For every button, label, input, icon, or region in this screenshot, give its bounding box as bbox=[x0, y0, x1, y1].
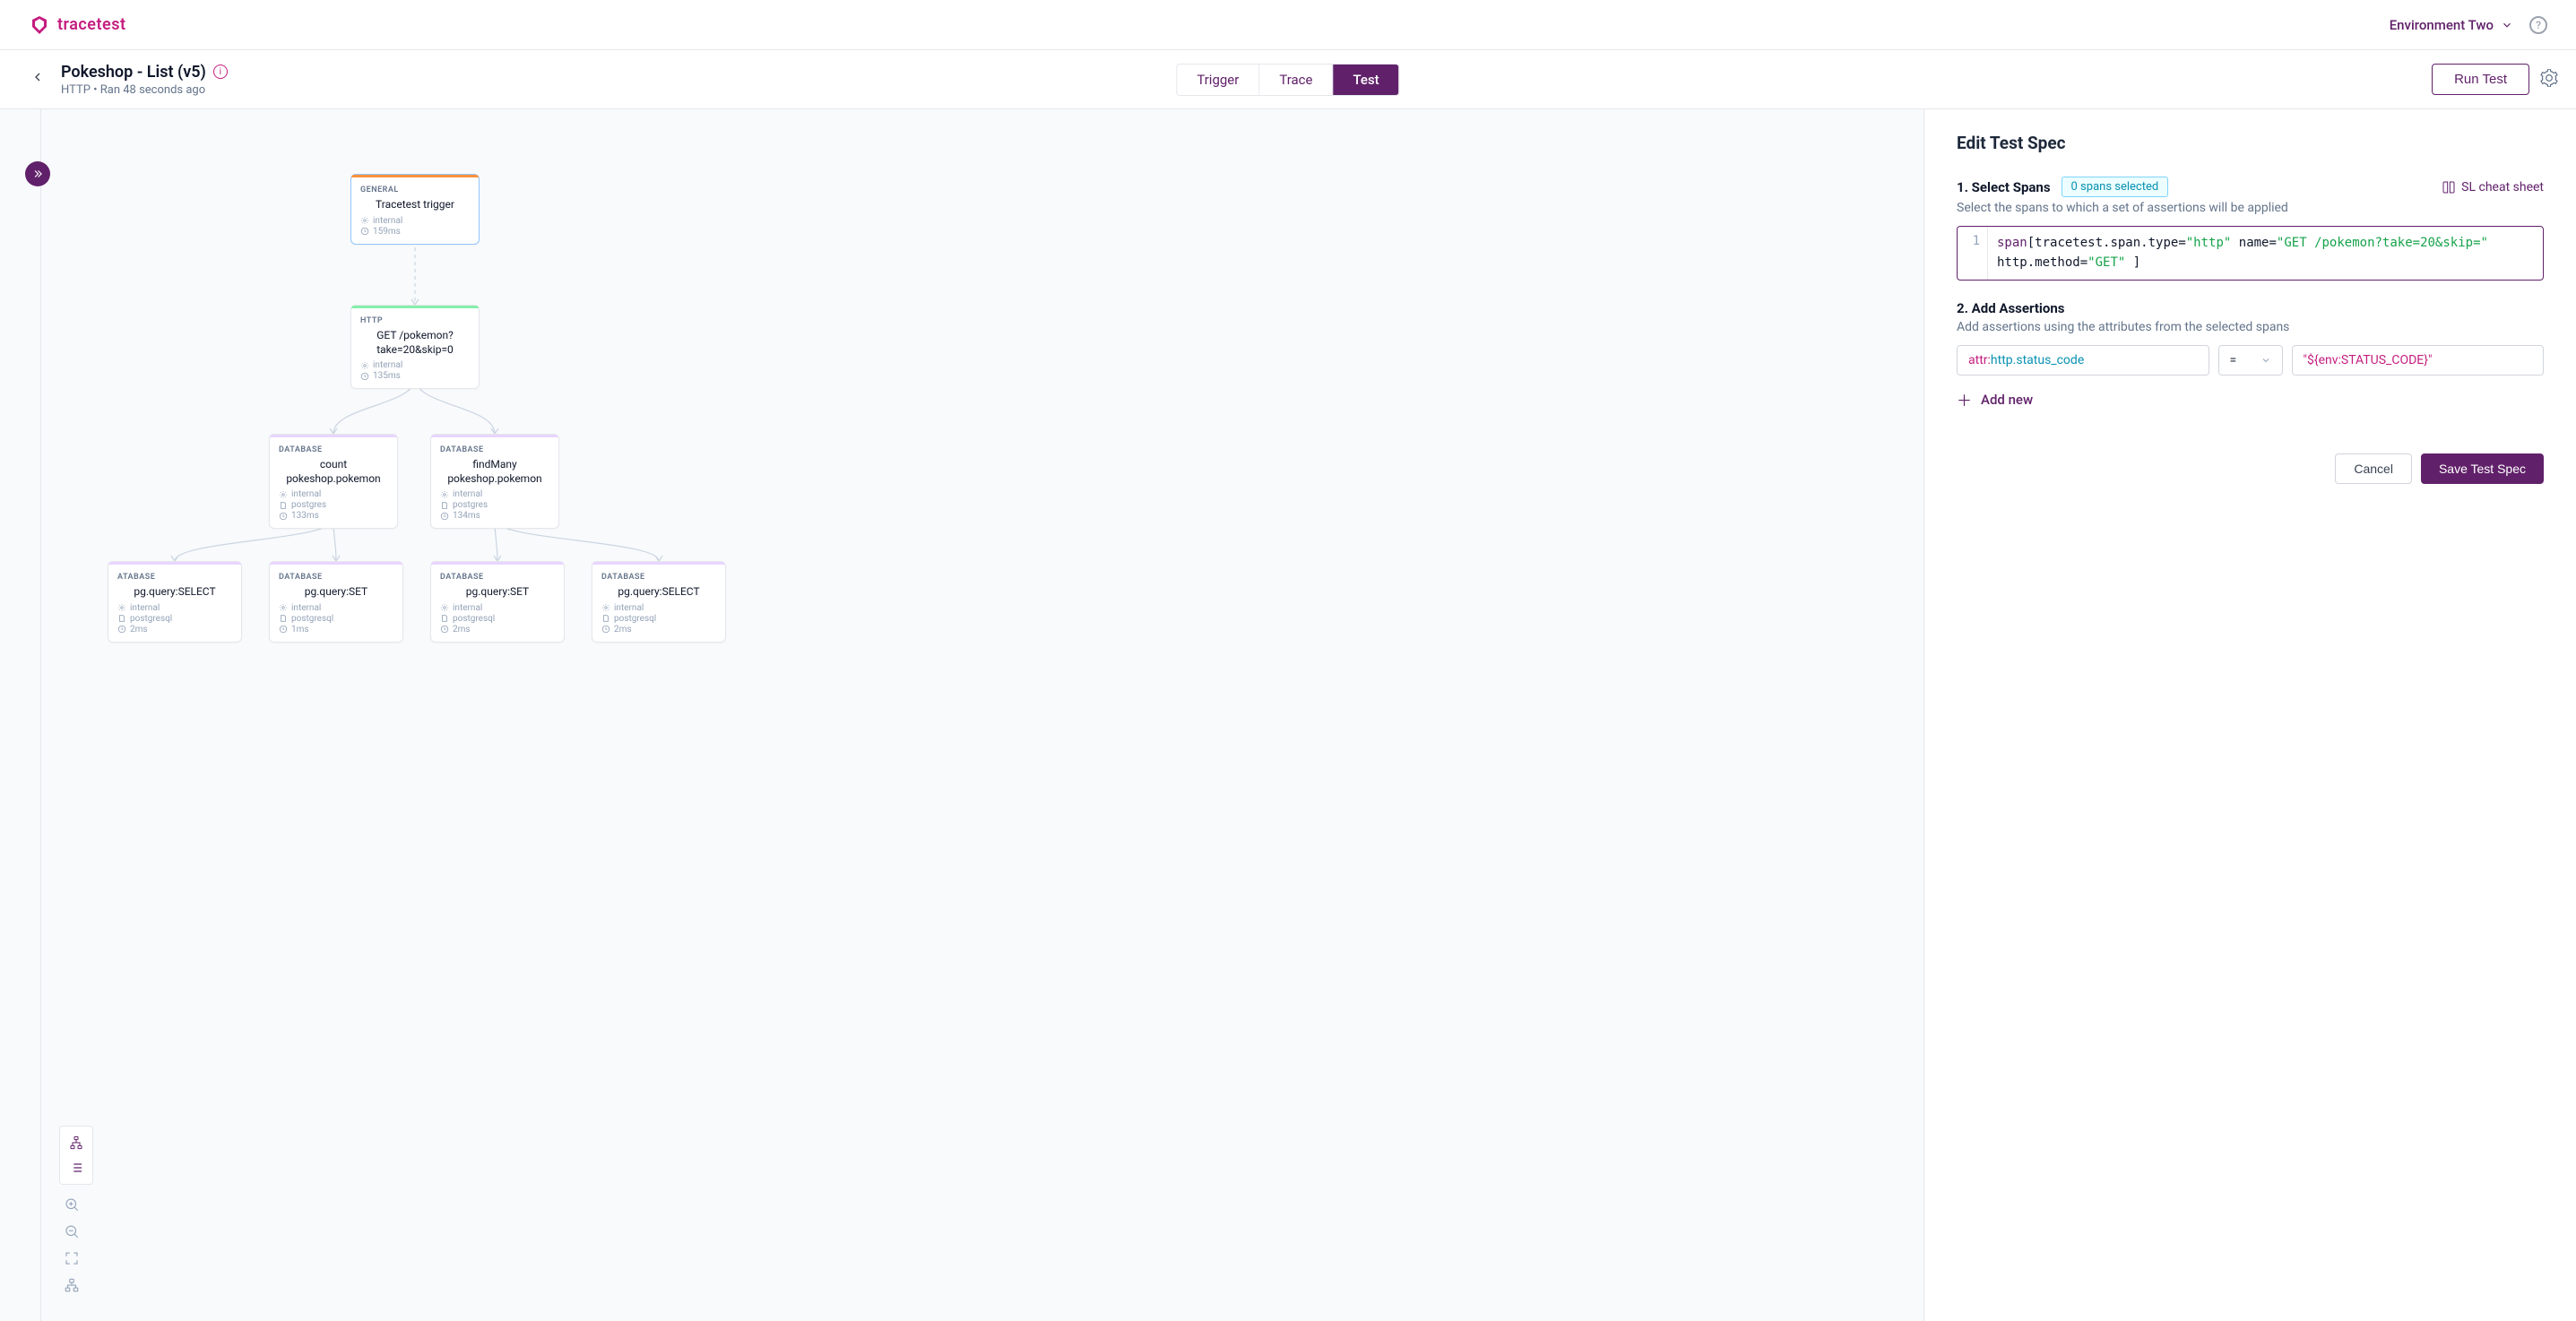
tree-icon bbox=[69, 1135, 83, 1150]
main: GENERALTracetest triggerinternal159ms HTT… bbox=[0, 109, 2576, 1321]
zoom-in-button[interactable] bbox=[59, 1192, 84, 1217]
environment-label: Environment Two bbox=[2390, 17, 2494, 33]
list-icon bbox=[69, 1161, 83, 1175]
code-line-number: 1 bbox=[1958, 227, 1988, 280]
step1-description: Select the spans to which a set of asser… bbox=[1957, 201, 2544, 215]
back-button[interactable] bbox=[27, 66, 48, 92]
topbar: tracetest Environment Two ? bbox=[0, 0, 2576, 50]
cancel-button[interactable]: Cancel bbox=[2335, 453, 2412, 484]
logo-text: tracetest bbox=[57, 15, 126, 34]
span-node-q2[interactable]: DATABASEpg.query:SETinternalpostgresql1m… bbox=[269, 561, 403, 643]
environment-selector[interactable]: Environment Two bbox=[2390, 17, 2513, 33]
trace-edges bbox=[41, 109, 1923, 1321]
zoom-in-icon bbox=[64, 1196, 80, 1213]
tab-trigger[interactable]: Trigger bbox=[1177, 65, 1259, 95]
settings-button[interactable] bbox=[2540, 69, 2558, 91]
gear-icon bbox=[2540, 69, 2558, 87]
cheat-sheet-link[interactable]: SL cheat sheet bbox=[2442, 180, 2544, 194]
zoom-out-button[interactable] bbox=[59, 1219, 84, 1244]
span-node-http[interactable]: HTTPGET /pokemon?take=20&skip=0internal1… bbox=[350, 305, 480, 389]
page-subtitle: HTTP • Ran 48 seconds ago bbox=[61, 83, 228, 97]
span-node-q1[interactable]: ATABASEpg.query:SELECTinternalpostgresql… bbox=[108, 561, 242, 643]
add-assertion-button[interactable]: ＋ Add new bbox=[1957, 388, 2544, 410]
panel-actions: Cancel Save Test Spec bbox=[1957, 453, 2544, 484]
step2-description: Add assertions using the attributes from… bbox=[1957, 320, 2544, 334]
span-node-root[interactable]: GENERALTracetest triggerinternal159ms bbox=[350, 174, 480, 245]
vertical-gutter bbox=[0, 109, 41, 1321]
add-new-label: Add new bbox=[1981, 392, 2033, 408]
save-test-spec-button[interactable]: Save Test Spec bbox=[2421, 453, 2544, 484]
run-test-button[interactable]: Run Test bbox=[2432, 64, 2529, 95]
canvas-tools bbox=[59, 1126, 93, 1298]
step2-header: 2. Add Assertions bbox=[1957, 300, 2544, 316]
expand-sidebar-button[interactable] bbox=[25, 161, 50, 186]
spans-selected-pill: 0 spans selected bbox=[2062, 177, 2169, 197]
zoom-out-icon bbox=[64, 1223, 80, 1239]
page-title: Pokeshop - List (v5) bbox=[61, 63, 206, 82]
hierarchy-icon bbox=[64, 1277, 80, 1293]
span-node-q4[interactable]: DATABASEpg.query:SELECTinternalpostgresq… bbox=[592, 561, 726, 643]
chevron-left-icon bbox=[30, 70, 45, 84]
cheat-sheet-label: SL cheat sheet bbox=[2461, 180, 2544, 194]
tab-trace[interactable]: Trace bbox=[1259, 65, 1333, 95]
view-mode-tools bbox=[59, 1126, 93, 1185]
step1-label: 1. Select Spans bbox=[1957, 179, 2051, 195]
operator-value: = bbox=[2230, 353, 2237, 367]
step1-header: 1. Select Spans 0 spans selected SL chea… bbox=[1957, 177, 2544, 197]
chevron-down-icon bbox=[2501, 19, 2513, 31]
span-node-db2[interactable]: DATABASEfindMany pokeshop.pokemoninterna… bbox=[430, 434, 559, 529]
logo-icon bbox=[29, 14, 50, 36]
subheader-right: Run Test bbox=[2432, 64, 2558, 95]
code-content: span[tracetest.span.type="http" name="GE… bbox=[1988, 227, 2497, 280]
tab-test[interactable]: Test bbox=[1333, 65, 1398, 95]
list-view-button[interactable] bbox=[64, 1155, 89, 1180]
plus-icon: ＋ bbox=[1957, 388, 1972, 410]
chevron-down-icon bbox=[2260, 355, 2271, 366]
subheader-left: Pokeshop - List (v5) i HTTP • Ran 48 sec… bbox=[27, 63, 228, 97]
assertion-value-input[interactable]: "${env:STATUS_CODE}" bbox=[2292, 345, 2545, 376]
assertion-attribute-input[interactable]: attr:http.status_code bbox=[1957, 345, 2209, 376]
edit-spec-panel: Edit Test Spec 1. Select Spans 0 spans s… bbox=[1923, 109, 2576, 1321]
info-icon[interactable]: i bbox=[213, 65, 228, 79]
tree-view-button[interactable] bbox=[64, 1130, 89, 1155]
span-node-db1[interactable]: DATABASEcount pokeshop.pokemoninternalpo… bbox=[269, 434, 398, 529]
chevrons-right-icon bbox=[31, 168, 44, 180]
attr-prefix: attr: bbox=[1968, 353, 1991, 367]
assertion-operator-select[interactable]: = bbox=[2218, 345, 2283, 376]
fullscreen-icon bbox=[64, 1250, 80, 1266]
assertion-value: "${env:STATUS_CODE}" bbox=[2304, 353, 2433, 367]
span-node-q3[interactable]: DATABASEpg.query:SETinternalpostgresql2m… bbox=[430, 561, 565, 643]
assertion-row: attr:http.status_code = "${env:STATUS_CO… bbox=[1957, 345, 2544, 376]
title-block: Pokeshop - List (v5) i HTTP • Ran 48 sec… bbox=[61, 63, 228, 97]
fit-view-button[interactable] bbox=[59, 1246, 84, 1271]
subheader: Pokeshop - List (v5) i HTTP • Ran 48 sec… bbox=[0, 50, 2576, 109]
help-icon[interactable]: ? bbox=[2529, 16, 2547, 34]
logo[interactable]: tracetest bbox=[29, 14, 126, 36]
topbar-right: Environment Two ? bbox=[2390, 16, 2547, 34]
span-selector-input[interactable]: 1 span[tracetest.span.type="http" name="… bbox=[1957, 226, 2544, 281]
mini-map-button[interactable] bbox=[59, 1273, 84, 1298]
book-icon bbox=[2442, 180, 2456, 194]
step2-label: 2. Add Assertions bbox=[1957, 300, 2064, 316]
attr-name: http.status_code bbox=[1991, 353, 2084, 367]
panel-title: Edit Test Spec bbox=[1957, 133, 2544, 153]
trace-canvas[interactable]: GENERALTracetest triggerinternal159ms HTT… bbox=[41, 109, 1923, 1321]
tab-group: TriggerTraceTest bbox=[1176, 64, 1399, 96]
